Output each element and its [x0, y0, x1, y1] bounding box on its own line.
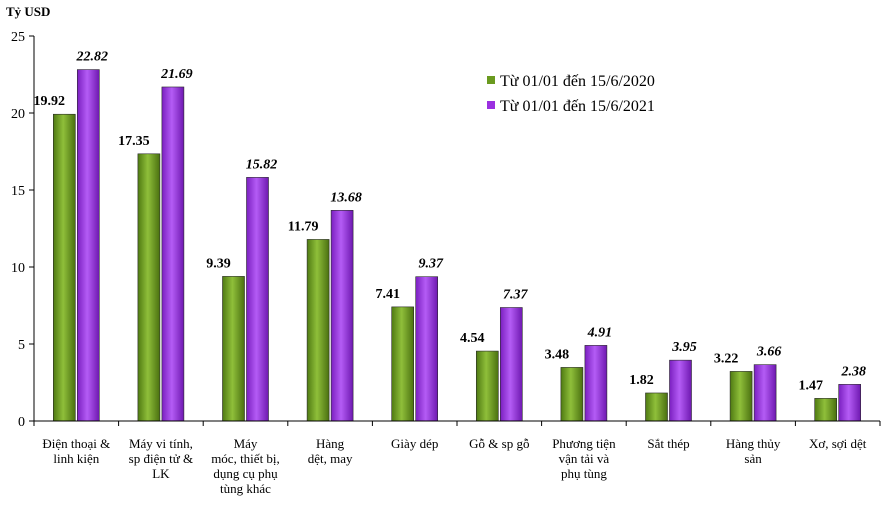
- legend-swatch-1: [487, 101, 495, 109]
- y-axis-label: Tỷ USD: [6, 4, 50, 19]
- data-label-2021-9: 2.38: [840, 364, 866, 379]
- bar-2021-7: [669, 359, 692, 422]
- category-label-9: Xơ, sợi dệt: [809, 436, 867, 451]
- category-labels: Điện thoại & linh kiện Máy vi tính, sp điện…: [42, 436, 866, 496]
- data-label-2021-2: 15.82: [246, 157, 278, 172]
- data-label-2020-2: 9.39: [206, 256, 231, 271]
- data-label-2021-1: 21.69: [160, 67, 193, 82]
- category-label-8: Hàng thủy sản: [726, 436, 781, 466]
- bar-2021-8: [753, 364, 777, 422]
- data-label-2020-3: 11.79: [288, 219, 319, 234]
- category-label-1: Máy vi tính, sp điện tử & LK: [129, 436, 193, 481]
- bar-2020-9: [814, 398, 838, 422]
- y-tick-label: 10: [11, 261, 25, 276]
- category-label-5: Gỗ & sp gỗ: [469, 436, 529, 451]
- legend-label-0: Từ 01/01 đến 15/6/2020: [500, 73, 655, 90]
- data-label-2021-5: 7.37: [503, 288, 529, 303]
- bar-2020-4: [391, 306, 415, 422]
- bar-2021-1: [161, 86, 185, 422]
- bar-2020-3: [306, 239, 330, 422]
- bar-2021-5: [499, 307, 523, 422]
- y-tick-label: 5: [18, 338, 25, 353]
- bar-2020-1: [137, 153, 161, 422]
- bar-2021-6: [584, 345, 608, 422]
- category-label-0: Điện thoại & linh kiện: [42, 436, 110, 466]
- category-label-6: Phương tiện vận tải và phụ tùng: [552, 436, 616, 481]
- data-label-2021-0: 22.82: [76, 50, 109, 65]
- bar-2020-8: [729, 371, 753, 422]
- bar-2020-0: [52, 113, 76, 422]
- y-tick-label: 0: [18, 415, 25, 430]
- data-label-2021-8: 3.66: [756, 345, 782, 360]
- legend-label-1: Từ 01/01 đến 15/6/2021: [500, 98, 655, 115]
- data-label-2020-0: 19.92: [34, 94, 66, 109]
- category-label-7: Sắt thép: [647, 436, 689, 451]
- data-label-2021-3: 13.68: [330, 190, 362, 205]
- bar-2020-2: [222, 276, 245, 422]
- bars: [52, 69, 862, 422]
- data-label-2020-1: 17.35: [118, 134, 150, 149]
- data-label-2020-8: 3.22: [714, 351, 739, 366]
- data-labels: 19.92 22.82 17.35 21.69 9.39 15.82 11.79 13.68 7…: [34, 50, 866, 394]
- y-tick-label: 20: [11, 107, 25, 122]
- bar-2021-2: [246, 177, 269, 422]
- data-label-2021-6: 4.91: [587, 325, 613, 340]
- bar-2020-7: [645, 392, 668, 422]
- data-label-2021-4: 9.37: [418, 257, 444, 272]
- bar-2021-4: [415, 276, 439, 422]
- data-label-2020-5: 4.54: [460, 331, 485, 346]
- bar-2020-5: [475, 350, 499, 422]
- data-label-2020-9: 1.47: [798, 378, 823, 393]
- data-label-2020-6: 3.48: [545, 347, 570, 362]
- data-label-2020-4: 7.41: [375, 287, 400, 302]
- category-label-3: Hàng dệt, may: [308, 436, 353, 466]
- y-axis-ticks: 0 5 10 15 20 25: [11, 30, 881, 430]
- data-label-2021-7: 3.95: [671, 340, 697, 355]
- legend: Từ 01/01 đến 15/6/2020 Từ 01/01 đến 15/6/…: [487, 73, 655, 115]
- bar-2020-6: [560, 367, 584, 422]
- data-label-2020-7: 1.82: [629, 373, 654, 388]
- legend-swatch-0: [487, 76, 495, 84]
- y-tick-label: 15: [11, 184, 25, 199]
- bar-2021-9: [838, 384, 862, 422]
- bar-2021-0: [77, 69, 100, 422]
- category-label-2: Máy móc, thiết bị, dụng cụ phụ tùng khác: [211, 436, 280, 496]
- y-tick-label: 25: [11, 30, 25, 45]
- bar-2021-3: [330, 210, 354, 422]
- category-label-4: Giày dép: [391, 436, 438, 451]
